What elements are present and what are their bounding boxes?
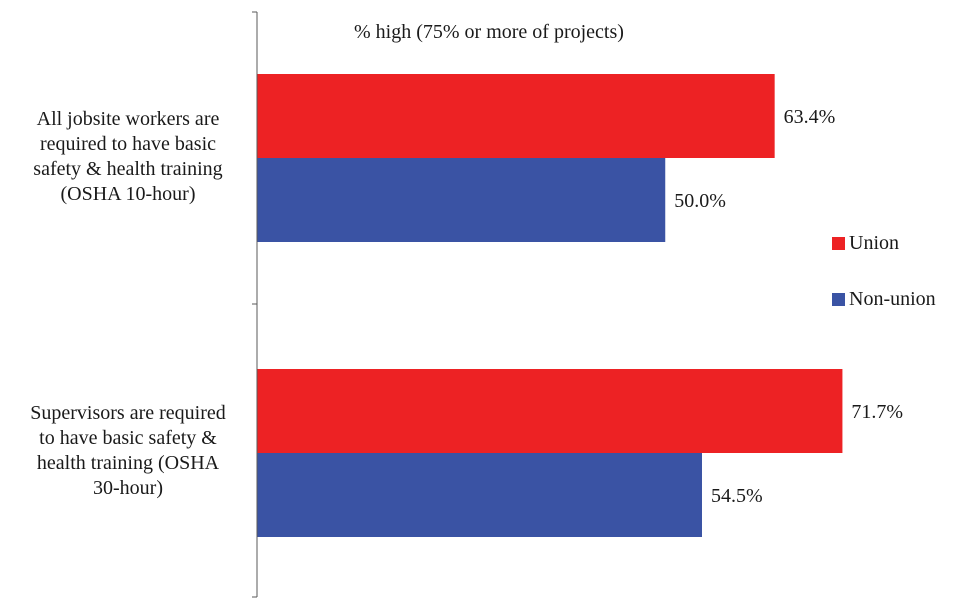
- value-label-union-1: 71.7%: [851, 401, 903, 423]
- bar-union-1: [257, 369, 843, 453]
- bar-non-union-0: [257, 158, 666, 242]
- bar-non-union-1: [257, 453, 702, 537]
- value-labels-layer: 63.4% 71.7% 50.0% 54.5%: [674, 106, 903, 507]
- value-label-non-union-1: 54.5%: [711, 485, 763, 507]
- legend-label-non-union: Non-union: [849, 287, 936, 310]
- value-label-non-union-0: 50.0%: [674, 190, 726, 212]
- legend: Union Non-union: [832, 230, 936, 342]
- bars-layer: [257, 74, 843, 537]
- category-axis: [252, 11, 258, 598]
- legend-swatch-non-union: [832, 292, 845, 306]
- category-label-0: All jobsite workers are required to have…: [33, 108, 223, 205]
- category-label-1: Supervisors are required to have basic s…: [30, 402, 226, 499]
- chart-subtitle: % high (75% or more of projects): [354, 21, 624, 43]
- bar-union-0: [257, 74, 775, 158]
- legend-label-union: Union: [849, 231, 899, 254]
- legend-item-non-union: Non-union: [832, 286, 936, 312]
- legend-swatch-union: [832, 236, 845, 250]
- value-label-union-0: 63.4%: [784, 106, 836, 128]
- legend-item-union: Union: [832, 230, 936, 256]
